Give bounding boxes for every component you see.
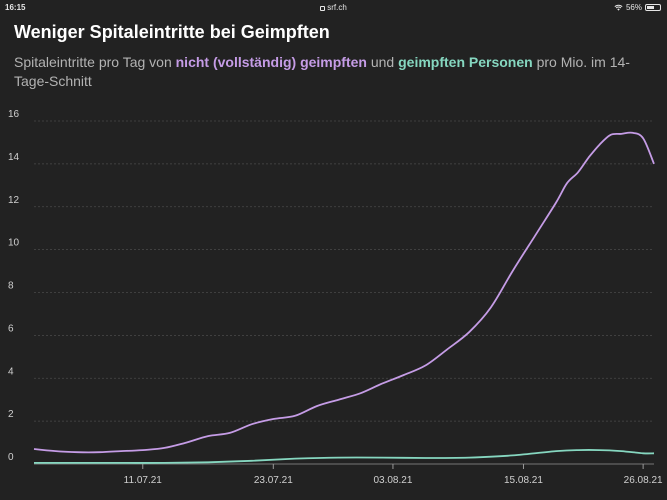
y-tick-label: 6 xyxy=(8,323,14,334)
y-tick-label: 14 xyxy=(8,152,20,163)
chart-title: Weniger Spitaleintritte bei Geimpften xyxy=(14,22,330,42)
subtitle-vaccinated-label: geimpften Personen xyxy=(398,54,533,70)
battery-icon xyxy=(645,4,661,11)
y-tick-label: 0 xyxy=(8,452,14,463)
status-indicators: 56% xyxy=(614,3,661,12)
y-tick-label: 4 xyxy=(8,366,14,377)
battery-percent: 56% xyxy=(625,3,642,12)
x-tick-label: 11.07.21 xyxy=(124,475,163,486)
y-tick-label: 12 xyxy=(8,195,20,206)
y-tick-label: 2 xyxy=(8,409,14,420)
x-tick-label: 03.08.21 xyxy=(373,475,412,486)
x-tick-label: 26.08.21 xyxy=(624,475,663,486)
subtitle-unvaccinated-label: nicht (vollständig) geimpften xyxy=(175,54,367,70)
gridlines xyxy=(34,120,654,465)
y-axis-ticks: 0 2 4 6 8 10 12 14 16 xyxy=(8,109,20,463)
chart-subtitle: Spitaleintritte pro Tag von nicht (volls… xyxy=(14,53,654,91)
status-time: 16:15 xyxy=(5,3,26,12)
subtitle-text: Spitaleintritte pro Tag von xyxy=(14,54,176,70)
x-tick-label: 23.07.21 xyxy=(254,475,293,486)
wifi-icon xyxy=(614,4,623,11)
address-url: srf.ch xyxy=(327,3,347,12)
y-tick-label: 8 xyxy=(8,281,14,292)
status-bar: 16:15 srf.ch 56% xyxy=(0,0,667,14)
series-lines xyxy=(33,131,655,464)
series-line-unvaccinated xyxy=(33,131,655,454)
subtitle-text: und xyxy=(366,54,399,70)
series-line-vaccinated xyxy=(33,449,655,464)
y-tick-label: 16 xyxy=(8,109,20,120)
lock-icon xyxy=(320,6,326,11)
x-tick-label: 15.08.21 xyxy=(504,475,543,486)
y-tick-label: 10 xyxy=(8,238,20,249)
address-bar[interactable]: srf.ch xyxy=(0,3,667,12)
subtitle-text: pro Mio. im 14-Tage-Schnitt xyxy=(14,54,630,89)
x-axis-ticks: 11.07.21 23.07.21 03.08.21 15.08.21 26.08.21 xyxy=(124,464,663,486)
